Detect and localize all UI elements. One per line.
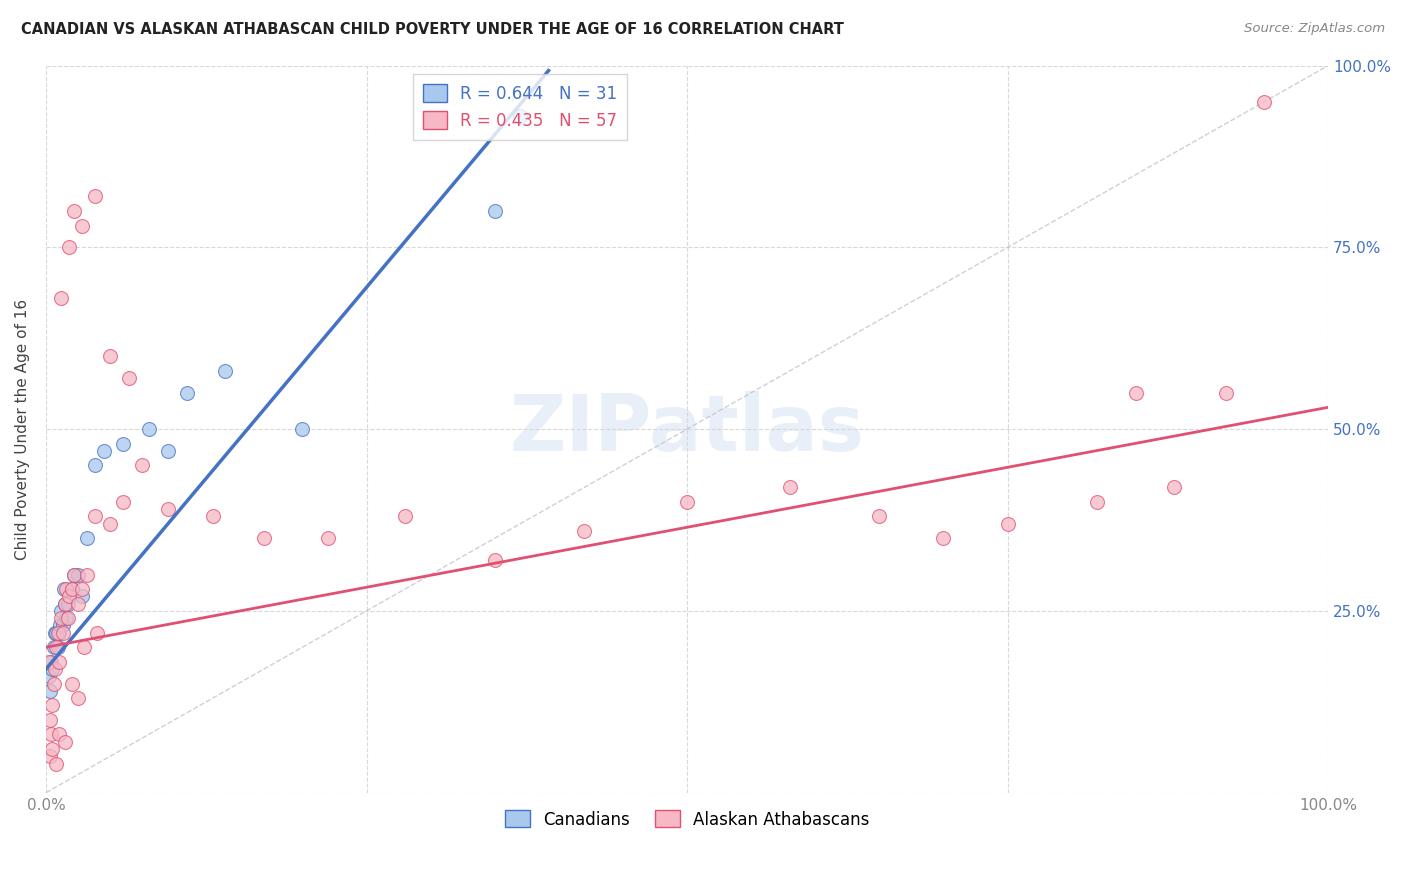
Point (60, 676, 83, 690)
Point (55, 582, 77, 596)
Point (73, 640, 96, 655)
Point (214, 364, 236, 378)
Point (1215, 385, 1237, 400)
Point (60, 582, 83, 596)
Point (779, 480, 801, 494)
Text: ZIPatlas: ZIPatlas (509, 391, 865, 467)
Point (38, 749, 60, 764)
Point (1253, 95, 1275, 109)
Point (42, 640, 65, 655)
Point (484, 204, 506, 219)
Point (131, 458, 153, 473)
Point (66, 691, 89, 706)
Point (201, 509, 224, 524)
Point (66, 597, 89, 611)
Point (41, 742, 63, 756)
Point (70, 219, 93, 233)
Point (1163, 480, 1185, 494)
Point (38, 713, 60, 727)
Point (394, 509, 416, 524)
Point (484, 553, 506, 567)
Point (70, 582, 93, 596)
Point (1085, 495, 1108, 509)
Point (39, 727, 62, 741)
Text: CANADIAN VS ALASKAN ATHABASCAN CHILD POVERTY UNDER THE AGE OF 16 CORRELATION CHA: CANADIAN VS ALASKAN ATHABASCAN CHILD POV… (21, 22, 844, 37)
Point (176, 385, 198, 400)
Point (118, 371, 141, 385)
Point (98, 516, 121, 531)
Point (138, 422, 160, 436)
Point (41, 662, 63, 676)
Point (45, 625, 67, 640)
Point (83, 509, 105, 524)
Point (38, 669, 60, 683)
Point (56, 597, 79, 611)
Point (63, 567, 86, 582)
Point (111, 495, 134, 509)
Point (932, 531, 955, 545)
Point (253, 531, 276, 545)
Point (86, 625, 108, 640)
Point (51, 604, 73, 618)
Point (51, 291, 73, 305)
Point (39, 655, 62, 669)
Point (574, 524, 596, 538)
Point (44, 625, 66, 640)
Point (76, 567, 98, 582)
Point (46, 640, 69, 655)
Point (38, 684, 60, 698)
Point (56, 611, 79, 625)
Point (53, 597, 76, 611)
Point (868, 509, 890, 524)
Point (70, 590, 93, 604)
Point (111, 436, 134, 450)
Point (291, 422, 314, 436)
Point (93, 444, 115, 458)
Point (44, 662, 66, 676)
Point (1125, 385, 1147, 400)
Point (156, 444, 179, 458)
Point (51, 611, 73, 625)
Point (83, 189, 105, 203)
Point (52, 625, 75, 640)
Point (48, 655, 70, 669)
Point (46, 625, 69, 640)
Point (53, 735, 76, 749)
Point (66, 567, 89, 582)
Point (58, 590, 80, 604)
Point (42, 676, 65, 690)
Point (60, 582, 83, 596)
Point (41, 698, 63, 713)
Point (83, 458, 105, 473)
Point (509, 110, 531, 124)
Point (48, 727, 70, 741)
Point (76, 531, 98, 545)
Point (48, 625, 70, 640)
Point (52, 582, 75, 596)
Point (316, 531, 339, 545)
Point (676, 495, 699, 509)
Point (45, 756, 67, 771)
Legend: Canadians, Alaskan Athabascans: Canadians, Alaskan Athabascans (498, 804, 876, 835)
Point (55, 611, 77, 625)
Point (49, 618, 72, 632)
Point (38, 655, 60, 669)
Point (997, 516, 1019, 531)
Point (98, 350, 121, 364)
Point (156, 502, 179, 516)
Point (63, 567, 86, 582)
Text: Source: ZipAtlas.com: Source: ZipAtlas.com (1244, 22, 1385, 36)
Point (63, 204, 86, 219)
Point (58, 240, 80, 254)
Point (52, 618, 75, 632)
Y-axis label: Child Poverty Under the Age of 16: Child Poverty Under the Age of 16 (15, 299, 30, 559)
Point (53, 597, 76, 611)
Point (45, 640, 67, 655)
